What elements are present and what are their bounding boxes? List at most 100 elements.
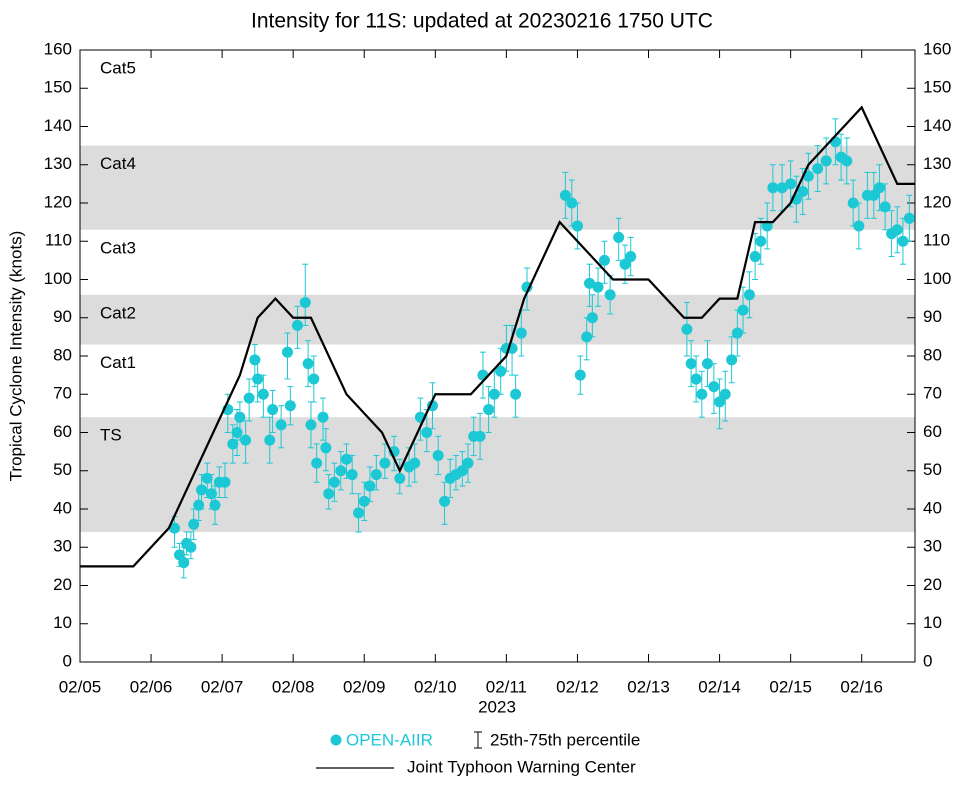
- data-point: [432, 449, 444, 461]
- y2-tick-label: 80: [923, 345, 942, 364]
- data-point: [701, 358, 713, 370]
- data-point: [510, 388, 522, 400]
- plot-frame: [79, 49, 916, 663]
- data-point: [394, 472, 406, 484]
- data-point: [495, 365, 507, 377]
- data-point: [169, 522, 181, 534]
- legend-label: 25th-75th percentile: [490, 730, 640, 749]
- data-point: [302, 358, 314, 370]
- y2-tick-label: 0: [923, 651, 932, 670]
- x-tick-label: 02/08: [272, 677, 315, 696]
- data-point: [897, 235, 909, 247]
- data-point: [209, 499, 221, 511]
- y-tick-label: 60: [53, 422, 72, 441]
- data-point: [421, 427, 433, 438]
- data-point: [802, 170, 814, 182]
- data-point: [205, 488, 217, 500]
- x-tick-label: 02/15: [769, 677, 812, 696]
- data-point: [685, 358, 697, 370]
- data-point: [456, 465, 468, 477]
- data-point: [291, 319, 303, 331]
- data-point: [188, 518, 200, 530]
- data-point: [379, 457, 391, 469]
- data-point: [267, 404, 279, 416]
- y2-tick-label: 160: [923, 39, 951, 58]
- data-point: [346, 469, 358, 481]
- data-point: [249, 354, 261, 366]
- data-point: [903, 212, 915, 224]
- y2-tick-label: 60: [923, 422, 942, 441]
- category-label: Cat4: [100, 154, 136, 173]
- data-point: [566, 197, 578, 209]
- category-band: [80, 294, 915, 345]
- data-point: [178, 557, 190, 569]
- legend-label: OPEN-AIIR: [346, 730, 433, 749]
- x-tick-label: 02/14: [698, 677, 741, 696]
- data-point: [829, 136, 841, 148]
- data-point: [409, 457, 421, 469]
- data-point: [299, 296, 311, 308]
- data-point: [219, 476, 231, 488]
- data-point: [243, 392, 255, 404]
- data-point: [328, 476, 340, 488]
- data-point: [690, 373, 702, 385]
- data-point: [240, 434, 252, 446]
- data-point: [853, 220, 865, 232]
- data-point: [358, 495, 370, 507]
- data-point: [305, 419, 317, 431]
- x-tick-label: 02/16: [840, 677, 883, 696]
- data-point: [559, 189, 571, 201]
- y-tick-label: 0: [63, 651, 72, 670]
- data-point: [731, 327, 743, 339]
- y-tick-label: 110: [45, 231, 72, 250]
- data-point: [873, 182, 885, 194]
- data-point: [841, 155, 853, 167]
- y-tick-label: 10: [53, 613, 72, 632]
- data-point: [340, 453, 352, 465]
- y2-tick-label: 50: [923, 460, 942, 479]
- category-label: Cat2: [100, 303, 136, 322]
- data-point: [574, 369, 586, 381]
- data-point: [227, 438, 239, 450]
- x-tick-label: 02/13: [627, 677, 670, 696]
- legend-marker: [330, 734, 342, 746]
- data-point: [323, 488, 335, 500]
- y-tick-label: 120: [44, 192, 72, 211]
- data-point: [726, 354, 738, 366]
- y-axis-label: Tropical Cyclone Intensity (knots): [6, 231, 25, 482]
- data-point: [776, 182, 788, 194]
- data-point: [879, 201, 891, 213]
- x-tick-label: 02/11: [486, 677, 527, 696]
- x-axis-label: 2023: [478, 697, 516, 716]
- data-point: [586, 312, 598, 324]
- y-tick-label: 40: [53, 498, 72, 517]
- y2-tick-label: 100: [923, 269, 951, 288]
- data-point: [275, 419, 287, 431]
- data-point: [749, 251, 761, 263]
- data-point: [847, 197, 859, 209]
- y2-tick-label: 150: [923, 78, 951, 97]
- x-tick-label: 02/05: [59, 677, 102, 696]
- data-point: [257, 388, 269, 400]
- y-tick-label: 80: [53, 345, 72, 364]
- y-tick-label: 30: [53, 537, 72, 556]
- data-point: [234, 411, 246, 423]
- data-point: [891, 224, 903, 236]
- y2-tick-label: 90: [923, 307, 942, 326]
- data-point: [317, 411, 329, 423]
- y-tick-label: 50: [53, 460, 72, 479]
- data-point: [785, 178, 797, 190]
- data-point: [201, 472, 213, 484]
- data-point: [604, 289, 616, 301]
- data-point: [592, 281, 604, 293]
- data-point: [696, 388, 708, 400]
- data-point: [708, 381, 720, 393]
- y-tick-label: 70: [53, 384, 72, 403]
- data-point: [264, 434, 276, 446]
- data-point: [439, 495, 451, 507]
- data-point: [282, 346, 294, 358]
- y2-tick-label: 130: [923, 154, 951, 173]
- data-point: [737, 304, 749, 316]
- data-point: [584, 277, 596, 289]
